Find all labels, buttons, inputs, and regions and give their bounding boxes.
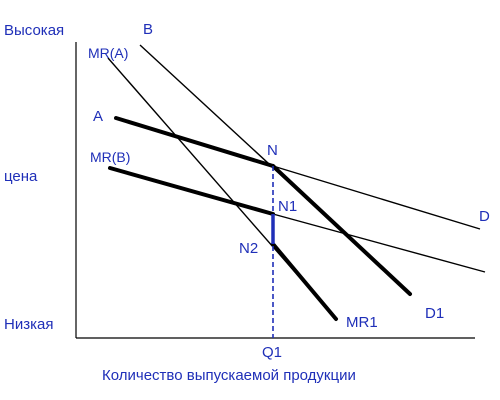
- curve-label-b: B: [143, 21, 153, 38]
- curve-label-mr-b: MR(B): [90, 149, 130, 165]
- high-price-label: Высокая: [4, 22, 64, 39]
- marginal-revenue-line-b-extension: [272, 213, 486, 273]
- point-label-n1: N1: [278, 198, 297, 215]
- quantity-axis-label: Количество выпускаемой продукции: [102, 367, 356, 384]
- curve-label-mr1: MR1: [346, 314, 378, 331]
- point-label-n: N: [267, 142, 278, 159]
- demand-segment-a-to-n: [114, 116, 275, 168]
- demand-segment-n-to-d1: [271, 164, 412, 296]
- low-price-label: Низкая: [4, 316, 53, 333]
- marginal-revenue-segment-n2-to-mr1: [271, 242, 338, 321]
- q1-tick-label: Q1: [262, 344, 282, 361]
- marginal-revenue-segment-mr-b-to-n1: [108, 166, 275, 216]
- demand-line-d: [272, 165, 481, 230]
- price-label: цена: [4, 168, 38, 185]
- curve-label-d1: D1: [425, 305, 444, 322]
- curve-label-a: A: [93, 108, 103, 125]
- curve-label-d: D: [479, 208, 490, 225]
- curve-label-mr-a: MR(A): [88, 45, 128, 61]
- point-label-n2: N2: [239, 240, 258, 257]
